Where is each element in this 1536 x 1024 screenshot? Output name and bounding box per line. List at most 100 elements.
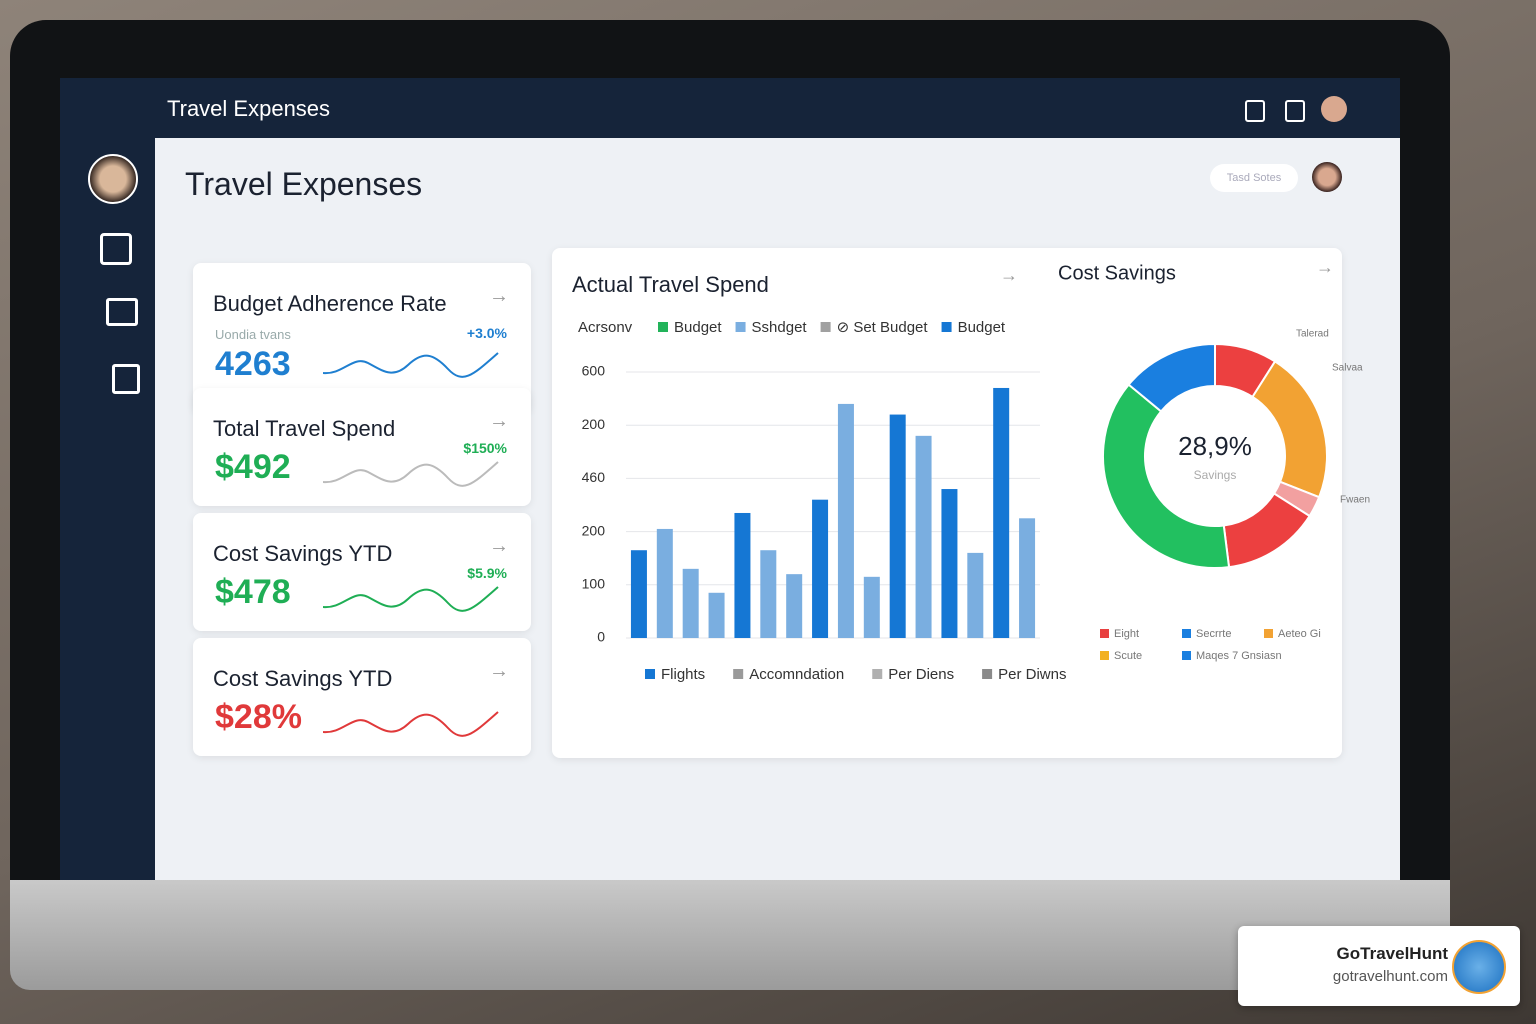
y-tick-label: 100 [582,576,606,592]
badge-url: gotravelhunt.com [1332,968,1448,985]
chart-arrow: → [1316,257,1334,277]
card-arrow[interactable]: → [489,535,509,557]
legend-text: Budget [674,319,722,336]
badge-logo [1452,940,1506,994]
card-value: $478 [215,573,291,611]
y-tick-label: 600 [582,363,606,379]
kpi-card: Total Travel Spend → $492 $150% [193,388,531,506]
kpi-card: Cost Savings YTD → $28% [193,638,531,756]
bar [915,435,932,638]
bar [630,550,647,638]
legend-text: Eight [1114,628,1139,640]
legend-text: Per Diens [888,666,954,683]
sparkline [323,461,499,487]
bar [708,592,725,638]
bar [656,528,673,638]
card-value: $28% [215,698,302,736]
legend-swatch [735,322,746,332]
window-title: Travel Expenses [167,96,331,121]
legend-label: Acrsonv [578,319,633,336]
bar [837,403,854,638]
nav-icon[interactable] [112,364,140,394]
page-title: Travel Expenses [185,166,423,202]
card-title: Total Travel Spend [213,416,396,441]
legend-swatch [1100,629,1109,638]
watermark-badge: GoTravelHunt gotravelhunt.com [1238,926,1520,1006]
y-tick-label: 200 [582,416,606,432]
sparkline [323,586,499,612]
donut-segment [1101,383,1231,569]
chart-title: Actual Travel Spend [572,272,769,297]
user-avatar[interactable] [1312,162,1342,192]
legend-swatch [658,322,668,332]
sparkline-path [323,711,499,737]
monitor-chin [10,880,1450,990]
card-title: Cost Savings YTD [213,541,393,566]
legend-text: Budget [958,319,1006,336]
legend-text: ⊘ Set Budget [837,319,929,336]
legend-text: Scute [1114,650,1142,662]
donut-segment [1251,360,1329,499]
callout-label: Talerad [1296,329,1329,340]
top-bar: Travel Expenses [155,78,1400,138]
card-title: Budget Adherence Rate [213,291,447,316]
card-arrow[interactable]: → [489,660,509,682]
legend-swatch [1182,629,1191,638]
card-arrow[interactable]: → [489,410,509,432]
donut-center-value: 28,9% [1178,431,1252,461]
legend-swatch [645,669,655,679]
charts: Actual Travel Spend → Acrsonv Budget Sshdget… [572,257,1370,683]
card-subtitle: Uondia tvans [215,327,291,342]
bar [760,550,777,638]
legend-swatch [872,669,883,679]
legend-text: Per Diwns [998,666,1066,683]
search-box[interactable]: Tasd Sotes [1210,164,1298,192]
legend-text: Maqes 7 Gnsiasn [1196,650,1282,662]
card-title: Cost Savings YTD [213,666,393,691]
user-avatar[interactable] [1321,96,1347,122]
callout-label: Salvaa [1332,363,1363,374]
kpi-card: Cost Savings YTD → $478 $5.9% [193,513,531,631]
sparkline-path [323,352,499,378]
avatar[interactable] [88,154,138,204]
card-change: $5.9% [467,565,507,581]
bar [1019,518,1036,638]
bar [863,576,880,638]
card-arrow[interactable]: → [489,285,509,307]
nav-icon[interactable] [100,233,132,265]
legend-swatch [1264,629,1273,638]
legend-text: Flights [661,666,705,683]
icon-button[interactable] [1245,100,1265,122]
bar [682,568,699,638]
sparkline [323,352,499,378]
sparkline-path [323,586,499,612]
bar [941,489,958,638]
donut-segment [1127,342,1216,413]
card-value: 4263 [215,345,291,383]
badge-name: GoTravelHunt [1336,944,1448,963]
legend-swatch [941,322,952,332]
card-value: $492 [215,448,291,486]
bar [786,574,803,638]
legend-text: Secrrte [1196,628,1231,640]
legend-swatch [982,669,993,679]
y-tick-label: 460 [582,469,606,485]
icon-button[interactable] [1285,100,1305,122]
sidebar [60,78,155,880]
chart-title: Cost Savings [1058,262,1176,284]
legend-text: Aeteo Gi [1278,628,1321,640]
sparkline [323,711,499,737]
y-tick-label: 200 [582,522,606,538]
nav-icon[interactable] [106,298,138,326]
legend-text: Accomndation [749,666,844,683]
bar [812,499,829,638]
card-change: +3.0% [466,325,507,341]
legend-swatch [1100,651,1109,660]
donut-center-label: Savings [1194,468,1237,482]
legend-swatch [733,669,744,679]
bar [967,552,984,638]
bar [889,414,906,638]
legend-swatch [820,322,831,332]
card-change: $150% [463,440,507,456]
